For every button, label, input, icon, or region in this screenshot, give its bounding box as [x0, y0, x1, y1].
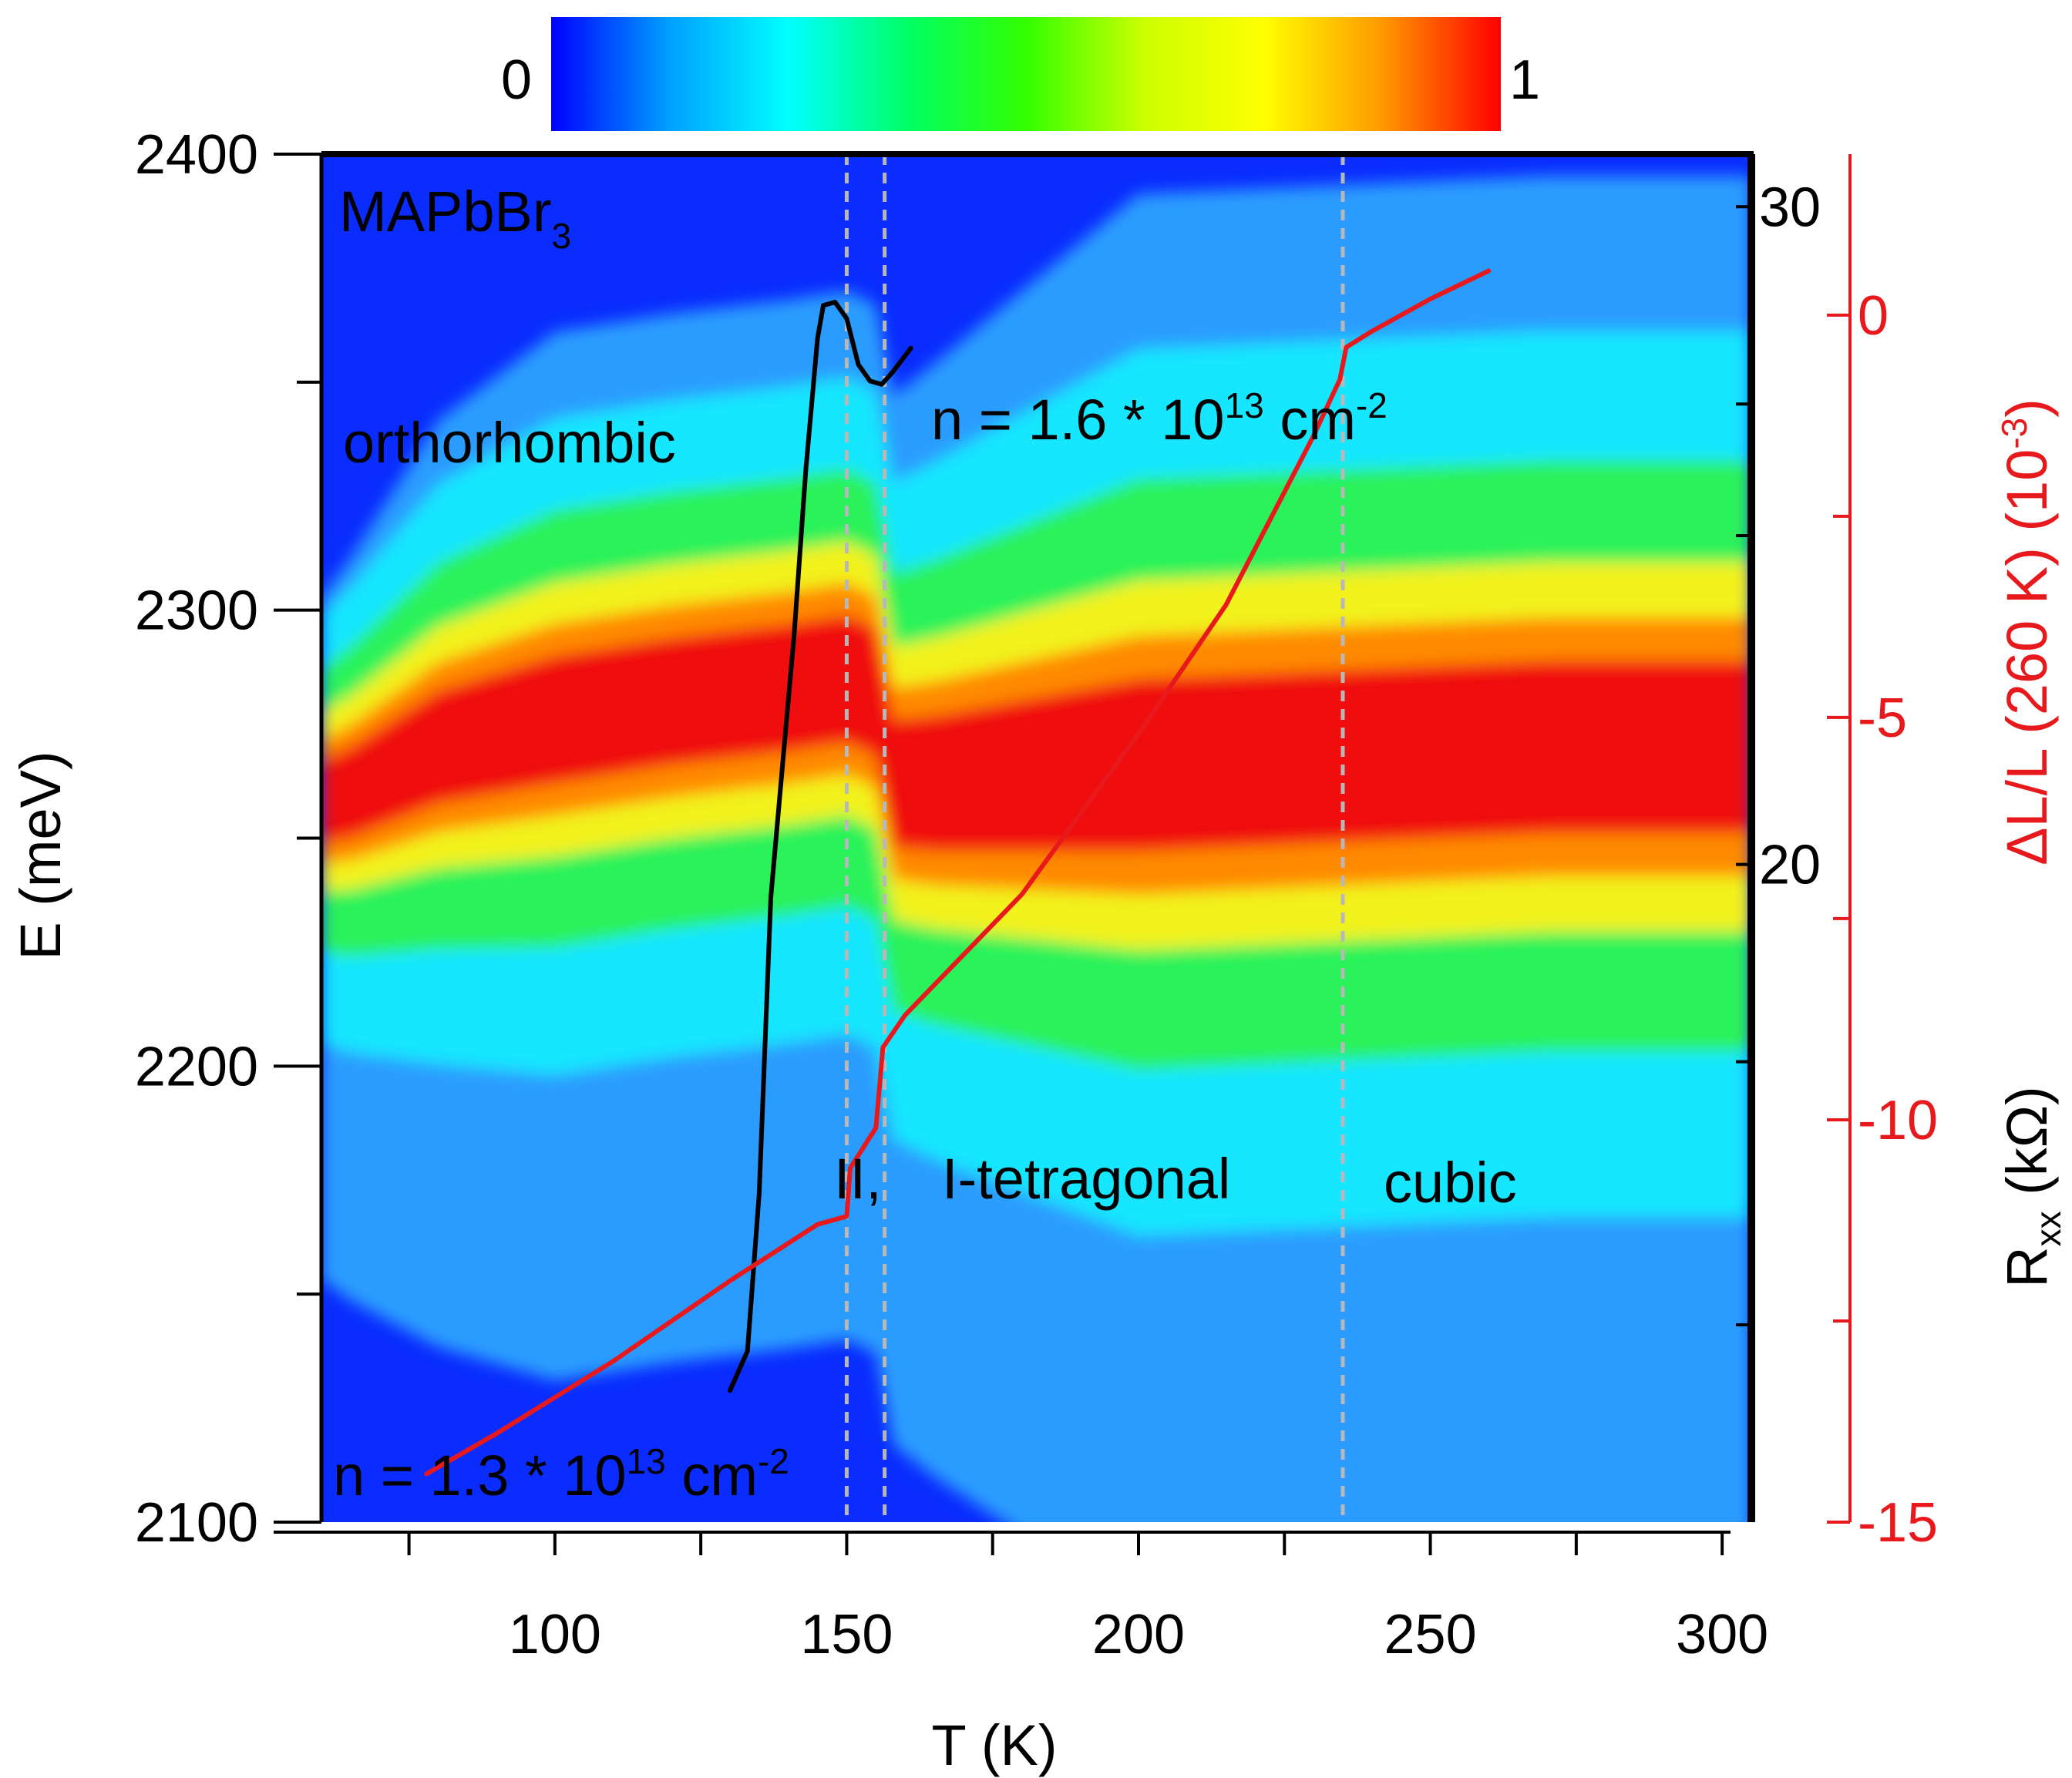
- dl-tick-label: 0: [1858, 285, 1889, 347]
- y-axis-red-title: ΔL/L (260 K) (10-3): [1994, 398, 2059, 865]
- y-tick-label: 2200: [135, 1036, 258, 1097]
- density-bottom-label: n = 1.3 * 1013 cm-2: [333, 1441, 789, 1507]
- dl-tick-label: -10: [1858, 1090, 1938, 1151]
- x-tick-label: 250: [1384, 1604, 1477, 1665]
- colorbar: [551, 17, 1501, 131]
- orthorhombic-label: orthorhombic: [343, 411, 676, 475]
- dl-over-l-curve: [424, 268, 1492, 1477]
- y-axis-left-title: E (meV): [8, 751, 72, 960]
- phase-I-tetragonal-label: I-tetragonal: [942, 1147, 1230, 1211]
- rxx-tick-label: 20: [1759, 835, 1821, 896]
- x-tick-label: 300: [1676, 1604, 1768, 1665]
- rxx-curve: [728, 300, 913, 1393]
- density-top-label: n = 1.6 * 1013 cm-2: [931, 385, 1388, 452]
- x-tick-label: 100: [509, 1604, 601, 1665]
- cubic-label: cubic: [1384, 1151, 1517, 1215]
- y-tick-label: 2400: [135, 124, 258, 186]
- x-tick-label: 200: [1092, 1604, 1185, 1665]
- colorbar-max-label: 1: [1509, 49, 1540, 111]
- y-axis-rxx-title: Rxx (kΩ): [1995, 1086, 2068, 1288]
- x-tick-label: 150: [800, 1604, 893, 1665]
- heatmap-band-red: [321, 614, 1751, 852]
- rxx-tick-label: 30: [1759, 176, 1821, 238]
- material-label: MAPbBr3: [339, 180, 571, 256]
- colorbar-min-label: 0: [501, 49, 532, 111]
- phase-II-label: II,: [834, 1147, 882, 1211]
- dl-tick-label: -15: [1858, 1492, 1938, 1554]
- y-tick-label: 2100: [135, 1492, 258, 1554]
- y-tick-label: 2300: [135, 580, 258, 642]
- heatmap: [321, 154, 1751, 1522]
- dl-tick-label: -5: [1858, 687, 1907, 749]
- x-axis-title: T (K): [931, 1713, 1057, 1777]
